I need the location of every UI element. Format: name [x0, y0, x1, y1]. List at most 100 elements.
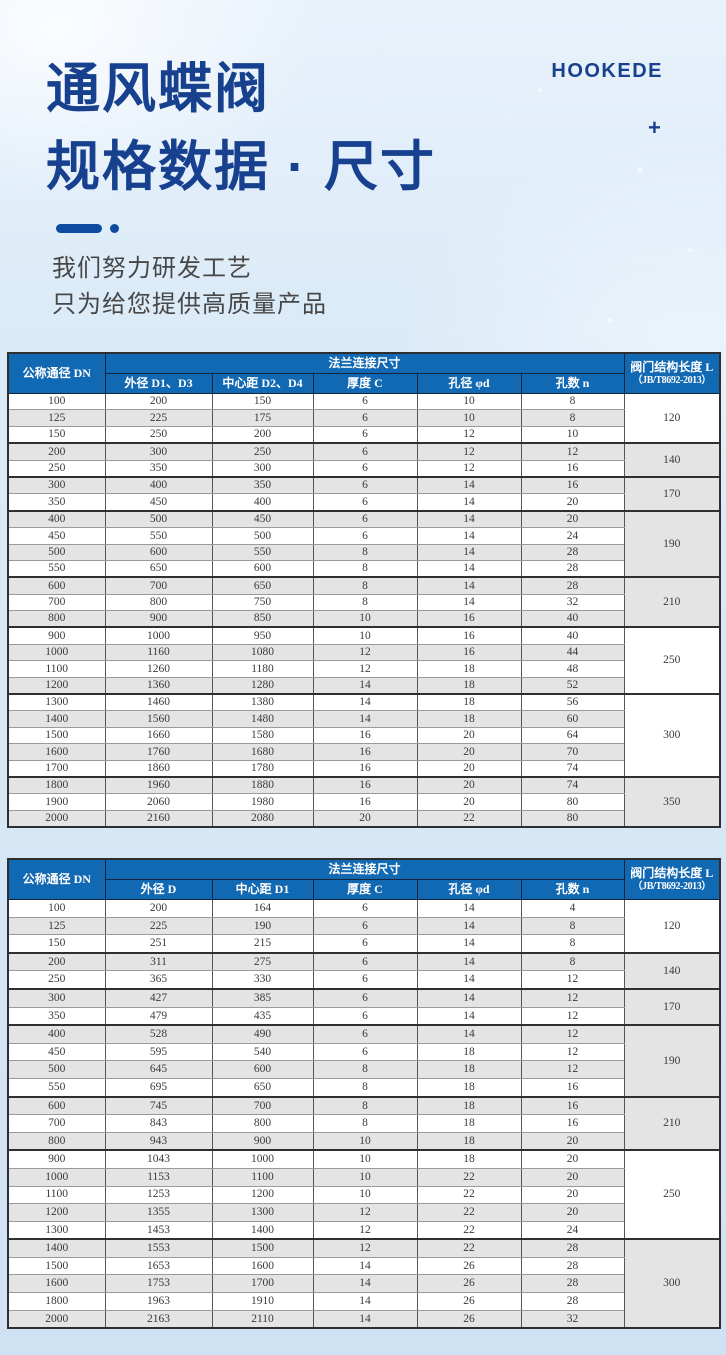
page-subtitle: 我们努力研发工艺只为给您提供高质量产品 [52, 251, 327, 323]
value-cell: 14 [416, 559, 522, 578]
value-cell: 12 [520, 1006, 625, 1026]
value-cell: 26 [416, 1309, 522, 1330]
value-cell: 1100 [211, 1167, 314, 1187]
dn-cell: 250 [7, 970, 106, 990]
value-cell: 1880 [211, 775, 314, 795]
value-cell: 20 [416, 775, 522, 795]
value-cell: 6 [312, 409, 418, 427]
value-cell: 14 [312, 1309, 418, 1330]
value-cell: 300 [104, 442, 213, 461]
dn-cell: 700 [7, 1114, 106, 1133]
dn-cell: 800 [7, 610, 106, 628]
value-cell: 6 [312, 951, 418, 972]
value-cell: 1200 [211, 1185, 314, 1205]
table-row: 900 1000 950 10 16 40 250 [7, 626, 721, 695]
value-cell: 12 [312, 1220, 418, 1240]
value-cell: 10 [312, 1131, 418, 1151]
table-row: 150 250 200 6 12 10 [7, 425, 720, 444]
length-group-cell: 170 [623, 475, 721, 512]
value-cell: 8 [312, 1060, 418, 1079]
dn-cell: 1000 [7, 643, 106, 662]
value-cell: 1560 [104, 710, 213, 728]
value-cell: 32 [520, 593, 625, 612]
dn-cell: 125 [7, 409, 106, 427]
dn-cell: 1500 [7, 1256, 106, 1276]
length-group-cell: 120 [623, 898, 721, 954]
value-cell: 695 [104, 1077, 213, 1098]
value-cell: 4 [520, 899, 625, 918]
table-row: 900 1043 1000 10 18 20 250 [7, 1149, 721, 1240]
table-row: 400 500 450 6 14 20 190 [7, 509, 721, 578]
dn-cell: 350 [7, 1006, 106, 1026]
value-cell: 28 [520, 1238, 625, 1258]
value-cell: 48 [520, 660, 625, 678]
value-cell: 20 [416, 743, 522, 761]
value-cell: 6 [312, 392, 418, 411]
column-header-sub-2: 厚度 C [312, 879, 418, 900]
subtitle-line2: 只为给您提供高质量产品 [52, 291, 327, 318]
value-cell: 28 [520, 1256, 625, 1276]
value-cell: 12 [520, 970, 625, 990]
value-cell: 595 [104, 1042, 213, 1062]
value-cell: 1980 [211, 793, 314, 811]
value-cell: 1453 [104, 1220, 213, 1240]
value-cell: 14 [312, 1256, 418, 1276]
value-cell: 190 [211, 916, 314, 936]
value-cell: 12 [520, 1042, 625, 1062]
dn-cell: 1300 [7, 693, 106, 712]
value-cell: 600 [211, 1060, 314, 1079]
table-row: 350 450 400 6 14 20 [7, 493, 720, 512]
dn-cell: 900 [7, 626, 106, 645]
column-header-dn: 公称通径 DN [7, 858, 106, 900]
value-cell: 10 [520, 425, 625, 444]
table-row: 550 695 650 8 18 16 [7, 1077, 720, 1098]
value-cell: 12 [312, 1203, 418, 1222]
value-cell: 40 [520, 626, 625, 645]
value-cell: 28 [520, 559, 625, 578]
value-cell: 10 [312, 1185, 418, 1205]
value-cell: 8 [520, 951, 625, 972]
value-cell: 2110 [211, 1309, 314, 1330]
value-cell: 22 [416, 1203, 522, 1222]
value-cell: 16 [312, 775, 418, 795]
value-cell: 1043 [104, 1149, 213, 1169]
value-cell: 250 [104, 425, 213, 444]
length-group-cell: 350 [623, 775, 721, 828]
table-row: 300 427 385 6 14 12 170 [7, 987, 721, 1026]
value-cell: 18 [416, 1042, 522, 1062]
value-cell: 8 [312, 1114, 418, 1133]
value-cell: 1660 [104, 726, 213, 745]
value-cell: 1000 [104, 626, 213, 645]
value-cell: 6 [312, 493, 418, 512]
value-cell: 650 [104, 559, 213, 578]
value-cell: 6 [312, 442, 418, 461]
column-header-flange-group: 法兰连接尺寸 [104, 352, 625, 374]
table-row: 2000 2163 2110 14 26 32 [7, 1309, 720, 1330]
value-cell: 22 [416, 1167, 522, 1187]
column-header-flange-group: 法兰连接尺寸 [104, 858, 625, 880]
subtitle-line1: 我们努力研发工艺 [52, 255, 252, 282]
value-cell: 311 [104, 951, 213, 972]
value-cell: 14 [312, 1292, 418, 1311]
value-cell: 2060 [104, 793, 213, 811]
value-cell: 1910 [211, 1292, 314, 1311]
value-cell: 70 [520, 743, 625, 761]
value-cell: 18 [416, 1060, 522, 1079]
value-cell: 8 [520, 392, 625, 411]
table-row: 1900 2060 1980 16 20 80 [7, 793, 720, 811]
value-cell: 14 [416, 987, 522, 1008]
value-cell: 540 [211, 1042, 314, 1062]
value-cell: 12 [312, 660, 418, 678]
table-row: 700 843 800 8 18 16 [7, 1114, 720, 1133]
value-cell: 20 [520, 1203, 625, 1222]
dn-cell: 600 [7, 1095, 106, 1116]
value-cell: 900 [211, 1131, 314, 1151]
value-cell: 479 [104, 1006, 213, 1026]
value-cell: 8 [520, 409, 625, 427]
value-cell: 14 [416, 509, 522, 529]
value-cell: 1480 [211, 710, 314, 728]
value-cell: 1963 [104, 1292, 213, 1311]
value-cell: 225 [104, 409, 213, 427]
value-cell: 6 [312, 1042, 418, 1062]
